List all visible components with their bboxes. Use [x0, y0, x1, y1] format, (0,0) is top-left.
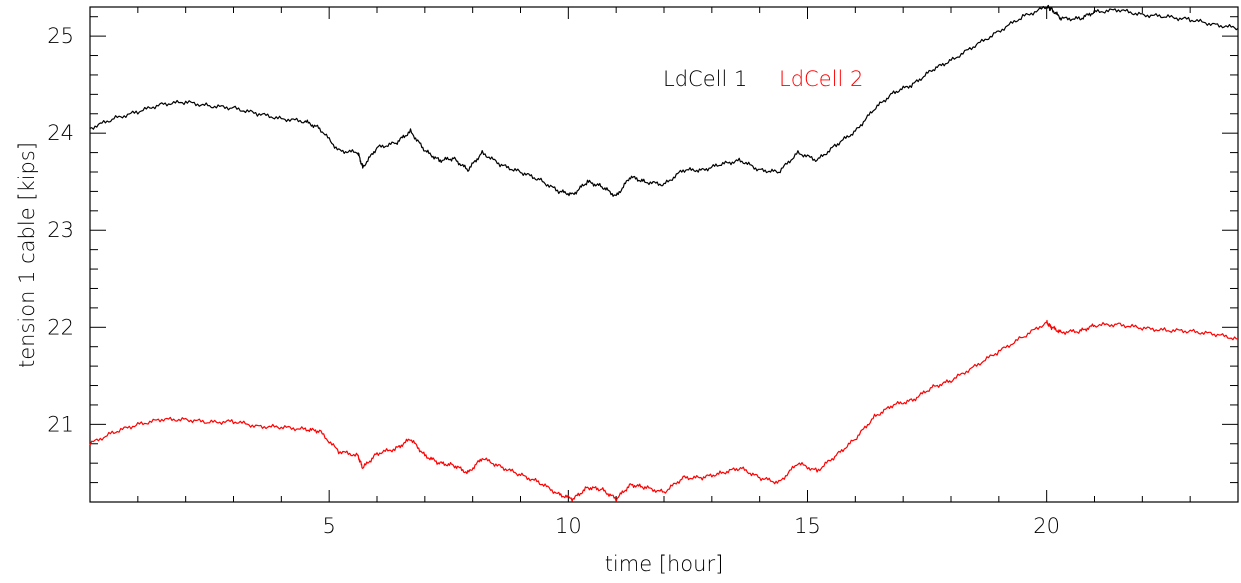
axis-ticks: 5 10 15 20 21 22 23 24 25	[47, 7, 1238, 538]
y-tick-label: 22	[47, 315, 74, 339]
series-line-ldcell-2	[89, 319, 1239, 503]
legend-label-ldcell-2: LdCell 2	[779, 67, 863, 91]
x-tick-label: 20	[1033, 514, 1060, 538]
y-tick-label: 24	[47, 121, 74, 145]
y-tick-label: 25	[47, 24, 74, 48]
x-tick-label: 5	[322, 514, 335, 538]
legend: LdCell 1 LdCell 2	[663, 67, 863, 91]
series-layer	[89, 4, 1239, 503]
series-line-ldcell-1	[89, 4, 1239, 197]
x-axis-label: time [hour]	[605, 552, 724, 576]
legend-label-ldcell-1: LdCell 1	[663, 67, 747, 91]
x-tick-label: 15	[794, 514, 821, 538]
x-tick-label: 10	[555, 514, 582, 538]
y-tick-label: 23	[47, 218, 74, 242]
y-tick-label: 21	[47, 412, 74, 436]
y-axis-label: tension 1 cable [kips]	[15, 142, 39, 368]
